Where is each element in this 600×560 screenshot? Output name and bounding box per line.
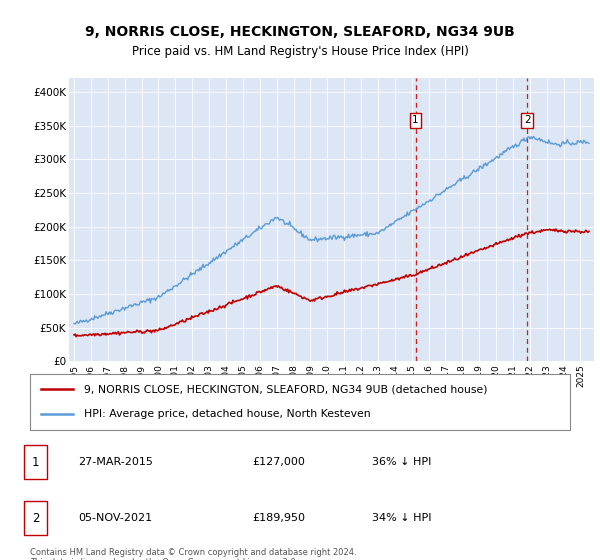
Text: 27-MAR-2015: 27-MAR-2015 [78,457,153,467]
Text: HPI: Average price, detached house, North Kesteven: HPI: Average price, detached house, Nort… [84,409,371,419]
Text: Price paid vs. HM Land Registry's House Price Index (HPI): Price paid vs. HM Land Registry's House … [131,45,469,58]
Text: 2: 2 [32,511,39,525]
FancyBboxPatch shape [30,374,570,430]
Text: £127,000: £127,000 [252,457,305,467]
Text: 36% ↓ HPI: 36% ↓ HPI [372,457,431,467]
Text: £189,950: £189,950 [252,513,305,523]
Text: Contains HM Land Registry data © Crown copyright and database right 2024.
This d: Contains HM Land Registry data © Crown c… [30,548,356,560]
Text: 34% ↓ HPI: 34% ↓ HPI [372,513,431,523]
Text: 05-NOV-2021: 05-NOV-2021 [78,513,152,523]
Text: 1: 1 [32,455,39,469]
Text: 2: 2 [524,115,530,125]
Text: 9, NORRIS CLOSE, HECKINGTON, SLEAFORD, NG34 9UB (detached house): 9, NORRIS CLOSE, HECKINGTON, SLEAFORD, N… [84,384,487,394]
Text: 9, NORRIS CLOSE, HECKINGTON, SLEAFORD, NG34 9UB: 9, NORRIS CLOSE, HECKINGTON, SLEAFORD, N… [85,26,515,39]
Text: 1: 1 [412,115,419,125]
